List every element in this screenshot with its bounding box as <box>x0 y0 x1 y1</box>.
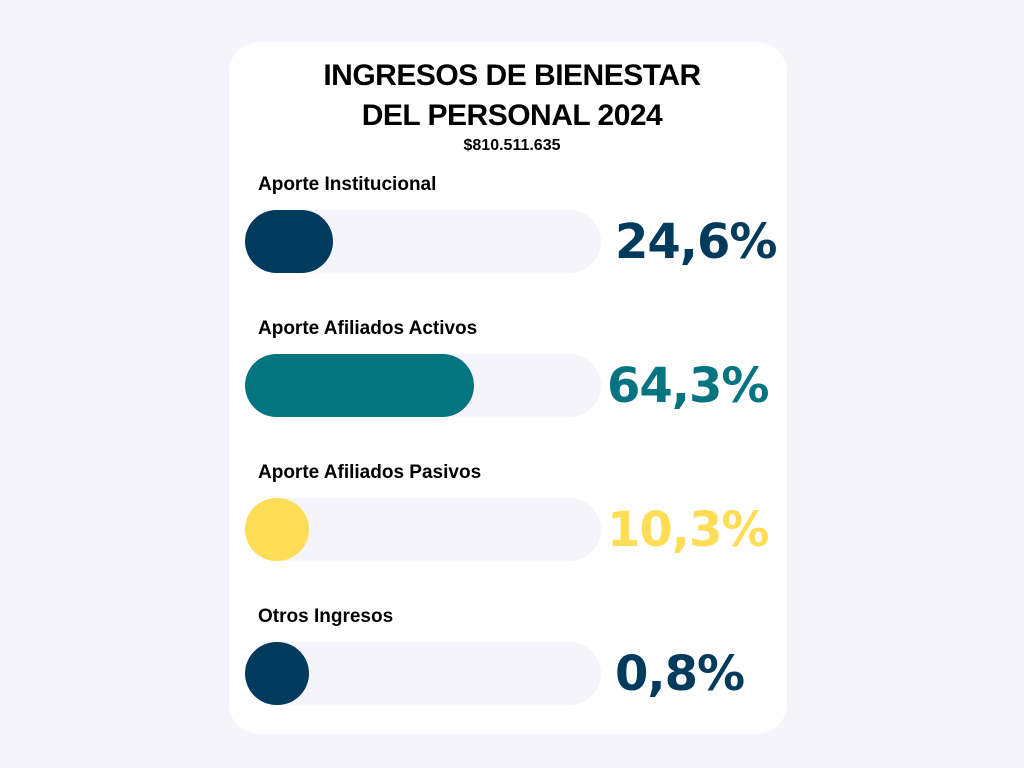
bar-label: Aporte Institucional <box>258 174 437 195</box>
bar-value-label: 10,3% <box>607 502 770 558</box>
bar-fill <box>245 642 309 705</box>
bar-label: Otros Ingresos <box>258 606 394 627</box>
chart-title-line-1: INGRESOS DE BIENESTAR <box>323 59 701 92</box>
chart-title: INGRESOS DE BIENESTAR DEL PERSONAL 2024 <box>0 56 1024 136</box>
bar-value-label: 64,3% <box>607 358 770 414</box>
bar-label: Aporte Afiliados Activos <box>258 318 478 339</box>
chart-title-line-2: DEL PERSONAL 2024 <box>361 99 663 132</box>
bar-fill <box>245 210 333 273</box>
bar-track <box>245 210 601 273</box>
bar-value-label: 24,6% <box>615 214 778 270</box>
bar-track <box>245 642 601 705</box>
bar-label: Aporte Afiliados Pasivos <box>258 462 482 483</box>
chart-subtitle-total: $810.511.635 <box>463 137 561 154</box>
bar-value-label: 0,8% <box>615 646 745 702</box>
bar-fill <box>245 354 474 417</box>
bar-track <box>245 354 601 417</box>
bar-fill <box>245 498 309 561</box>
bar-track <box>245 498 601 561</box>
